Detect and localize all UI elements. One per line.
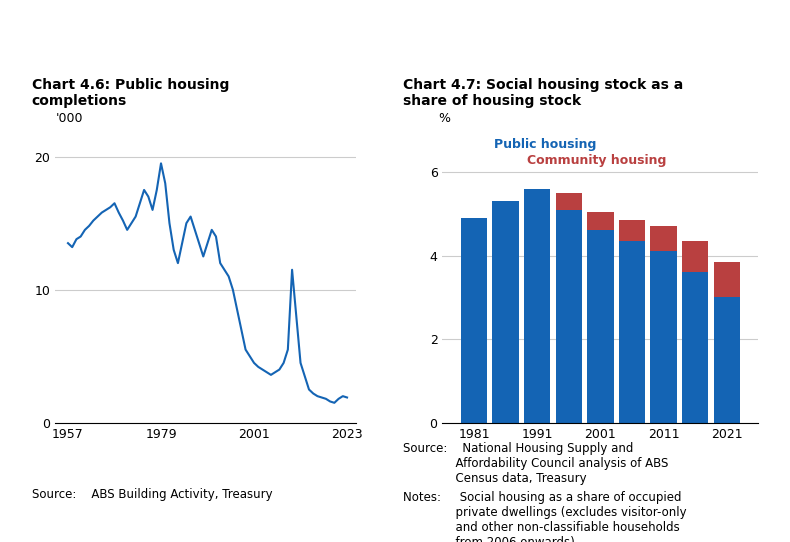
Text: Source:    ABS Building Activity, Treasury: Source: ABS Building Activity, Treasury [32,488,273,501]
Bar [713,262,740,298]
Bar [555,210,582,423]
Text: Public housing: Public housing [494,138,596,151]
Text: Chart 4.6: Public housing
completions: Chart 4.6: Public housing completions [32,78,229,108]
Bar [650,226,677,251]
Text: '000: '000 [55,112,83,125]
Text: %: % [438,112,450,125]
Bar [587,230,614,423]
Bar [682,241,709,272]
Bar [619,241,645,423]
Bar [555,193,582,210]
Bar [587,211,614,230]
Bar [713,298,740,423]
Bar [524,189,551,423]
Bar [492,201,519,423]
Text: Source:    National Housing Supply and
              Affordability Council analy: Source: National Housing Supply and Affo… [403,442,668,485]
Text: Notes:     Social housing as a share of occupied
              private dwellings: Notes: Social housing as a share of occu… [403,491,687,542]
Bar [461,218,487,423]
Text: Chart 4.7: Social housing stock as a
share of housing stock: Chart 4.7: Social housing stock as a sha… [403,78,683,108]
Bar [682,272,709,423]
Bar [619,220,645,241]
Text: Community housing: Community housing [527,154,666,167]
Bar [650,251,677,423]
